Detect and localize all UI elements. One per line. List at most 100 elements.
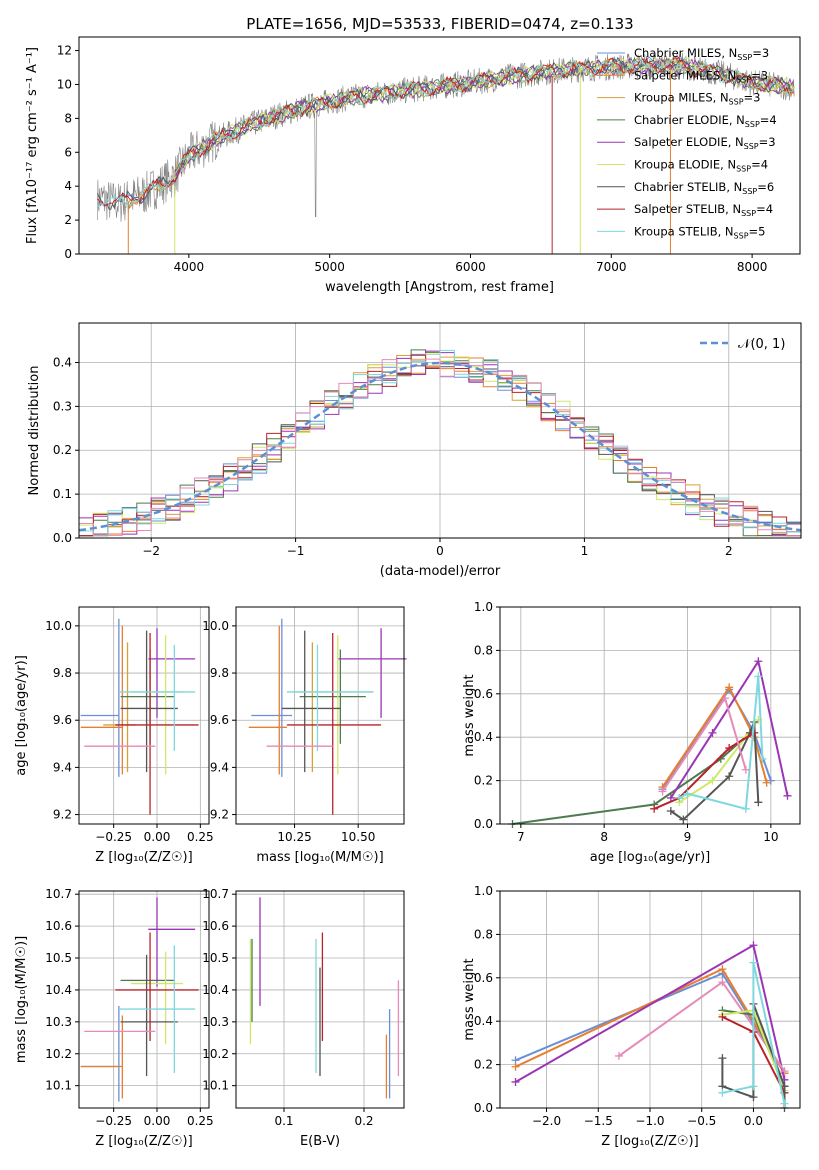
series-line: [661, 685, 768, 788]
point-marker: [679, 815, 688, 824]
x-tick-label: 1: [581, 544, 589, 558]
x-tick-label: 0.1: [274, 1114, 293, 1128]
series-line: [653, 732, 755, 810]
point-marker: [754, 798, 763, 807]
y-tick-label: 6: [64, 145, 72, 159]
y-tick-label: 10.5: [202, 951, 229, 965]
x-axis-label: E(B-V): [300, 1134, 340, 1149]
x-tick-label: 8: [600, 830, 608, 844]
point-marker: [780, 1099, 789, 1108]
series-line: [722, 962, 786, 1104]
y-tick-label: 10: [57, 77, 72, 91]
data-point: [281, 630, 341, 773]
y-tick-label: 0.6: [474, 971, 493, 985]
y-tick-label: 10.4: [202, 983, 229, 997]
y-tick-label: 10.0: [45, 619, 72, 633]
x-tick-label: −2.0: [532, 1114, 561, 1128]
data-point: [80, 625, 123, 775]
axes-frame: [235, 890, 405, 1109]
y-tick-label: 10.0: [202, 619, 229, 633]
model-line: [174, 57, 794, 178]
gaussian-curve: [78, 361, 802, 532]
y-tick-label: 9.4: [53, 760, 72, 774]
y-axis-label: age [log₁₀(age/yr)]: [14, 655, 29, 776]
point-marker: [708, 776, 717, 785]
point-marker: [725, 683, 734, 692]
axes-frame: [235, 606, 405, 825]
series-line: [512, 732, 751, 825]
legend-tail: =3: [751, 68, 768, 82]
model-line: [96, 58, 794, 208]
y-tick-label: 9.6: [53, 713, 72, 727]
y-tick-label: 10.2: [45, 1047, 72, 1061]
y-tick-label: 10.7: [202, 887, 229, 901]
y-axis-label: mass weight: [462, 674, 477, 756]
x-tick-label: 2: [725, 544, 733, 558]
legend-tail: =4: [751, 158, 768, 172]
y-tick-label: 10.1: [45, 1079, 72, 1093]
y-tick-label: 0.4: [474, 1014, 493, 1028]
y-tick-label: 9.6: [210, 713, 229, 727]
y-tick-label: 0.1: [53, 487, 72, 501]
x-axis-label: mass [log₁₀(M/M☉)]: [256, 850, 383, 865]
point-marker: [721, 694, 729, 703]
y-tick-label: 2: [64, 213, 72, 227]
y-tick-label: 8: [64, 111, 72, 125]
histogram-step: [79, 358, 801, 537]
y-tick-label: 9.8: [210, 666, 229, 680]
axes-frame: [78, 890, 210, 1109]
y-axis-label: mass [log₁₀(M/M☉)]: [14, 936, 29, 1063]
legend-subscript: SSP: [736, 75, 751, 84]
data-point: [120, 630, 178, 773]
axes-frame: [499, 606, 801, 825]
legend-label: Salpeter ELODIE, NSSP=3: [634, 135, 776, 151]
y-tick-label: 10.3: [202, 1015, 229, 1029]
legend-subscript: SSP: [744, 142, 759, 151]
data-point: [286, 632, 382, 815]
legend-label: Chabrier MILES, NSSP=3: [634, 46, 769, 62]
point-marker: [749, 941, 758, 950]
x-tick-label: 0.25: [187, 1114, 214, 1128]
legend-subscript: SSP: [734, 231, 749, 240]
x-tick-label: 0.2: [354, 1114, 373, 1128]
legend-label: 𝒩(0, 1): [738, 337, 785, 352]
y-tick-label: 10.6: [45, 919, 72, 933]
y-tick-label: 4: [64, 179, 72, 193]
x-tick-label: 4000: [174, 260, 205, 274]
x-tick-label: −2: [142, 544, 160, 558]
spectrum-plot: [96, 52, 795, 222]
y-tick-label: 0.2: [474, 774, 493, 788]
data-point: [118, 644, 196, 751]
axes-frame: [78, 606, 210, 825]
series-line: [670, 721, 760, 821]
data-point: [251, 618, 292, 777]
x-tick-label: 10.50: [341, 830, 375, 844]
point-marker: [749, 958, 758, 967]
data-point: [115, 632, 199, 815]
x-tick-label: −0.25: [95, 830, 132, 844]
y-tick-label: 0.0: [53, 531, 72, 545]
point-marker: [725, 772, 734, 781]
legend-subscript: SSP: [729, 98, 744, 107]
point-marker: [658, 787, 667, 796]
y-tick-label: 0.4: [53, 355, 72, 369]
point-marker: [766, 776, 775, 785]
y-tick-label: 1.0: [474, 600, 493, 614]
y-axis-label: Flux [fλ10⁻¹⁷ erg cm⁻² s⁻¹ A⁻¹]: [25, 47, 40, 244]
y-tick-label: 0.0: [474, 817, 493, 831]
point-marker: [511, 1062, 520, 1071]
point-marker: [780, 1082, 789, 1091]
point-marker: [725, 744, 734, 753]
legend-subscript: SSP: [742, 187, 757, 196]
x-tick-label: 5000: [314, 260, 345, 274]
y-tick-label: 0.2: [474, 1058, 493, 1072]
y-tick-label: 10.6: [202, 919, 229, 933]
point-marker: [780, 1067, 789, 1076]
histogram-step: [79, 349, 801, 537]
y-axis-label: mass weight: [462, 958, 477, 1040]
y-tick-label: 10.2: [202, 1047, 229, 1061]
point-marker: [675, 793, 684, 802]
data-point: [337, 628, 407, 718]
point-marker: [741, 804, 750, 813]
data-point: [120, 954, 178, 1077]
